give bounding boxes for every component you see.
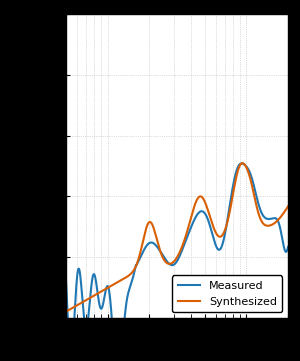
Synthesized: [172, 259, 176, 264]
Line: Measured: Measured: [66, 164, 288, 361]
Measured: [286, 245, 290, 249]
Synthesized: [286, 204, 290, 209]
Measured: [240, 161, 244, 166]
Legend: Measured, Synthesized: Measured, Synthesized: [172, 275, 282, 312]
Synthesized: [239, 162, 243, 166]
Measured: [280, 234, 284, 238]
Synthesized: [64, 309, 68, 314]
Synthesized: [166, 261, 170, 266]
Measured: [172, 262, 176, 267]
Line: Synthesized: Synthesized: [66, 163, 288, 312]
Measured: [64, 278, 68, 283]
Measured: [239, 161, 243, 166]
Measured: [76, 272, 79, 277]
Synthesized: [280, 213, 284, 218]
Synthesized: [280, 214, 284, 218]
Synthesized: [241, 161, 244, 165]
Measured: [280, 234, 284, 238]
Synthesized: [76, 303, 79, 307]
Measured: [167, 261, 170, 265]
